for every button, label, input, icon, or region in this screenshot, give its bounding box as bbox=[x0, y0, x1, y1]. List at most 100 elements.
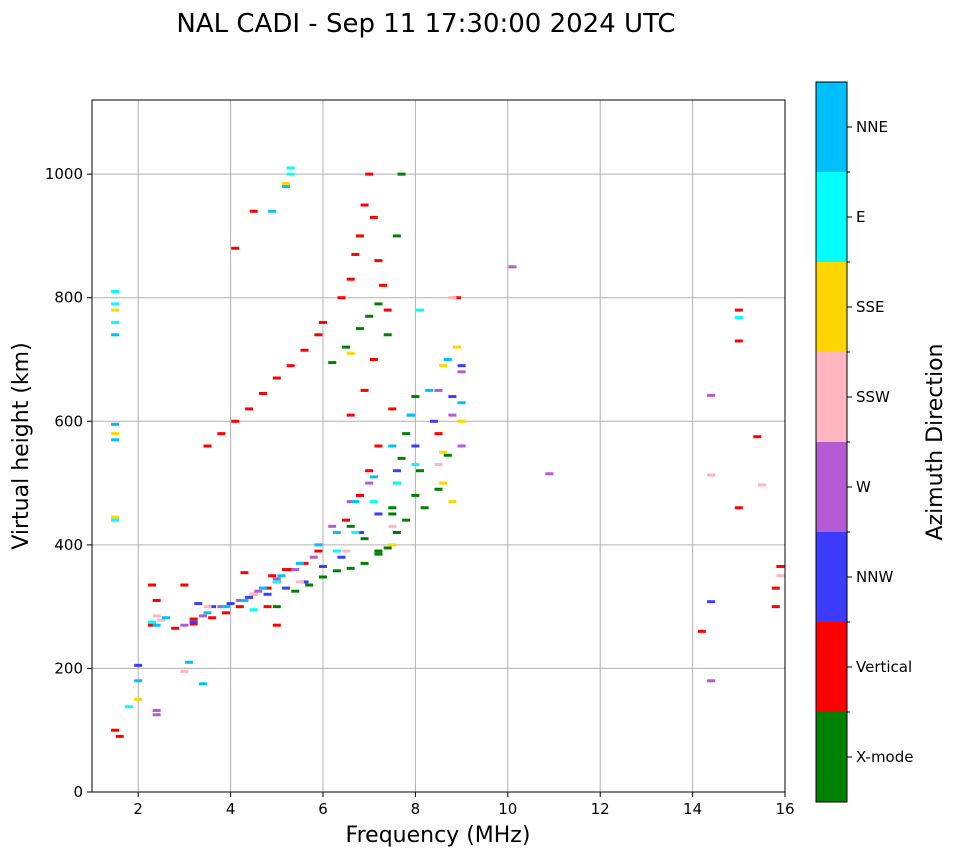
data-point bbox=[383, 546, 392, 550]
colorbar-segment bbox=[816, 442, 847, 532]
data-point bbox=[263, 586, 272, 590]
data-point bbox=[434, 463, 443, 467]
data-point bbox=[300, 561, 309, 565]
data-point bbox=[734, 506, 743, 510]
data-point bbox=[416, 308, 425, 312]
series-ssw bbox=[152, 296, 785, 674]
data-point bbox=[152, 598, 161, 602]
data-point bbox=[374, 259, 383, 263]
data-point bbox=[369, 215, 378, 219]
data-point bbox=[355, 493, 364, 497]
data-point bbox=[365, 469, 374, 473]
data-point bbox=[134, 697, 143, 701]
data-point bbox=[240, 571, 249, 575]
data-point bbox=[342, 345, 351, 349]
data-point bbox=[337, 555, 346, 559]
data-point bbox=[282, 568, 291, 572]
colorbar-tick-label: SSE bbox=[856, 298, 885, 316]
data-point bbox=[189, 620, 198, 624]
colorbar-tick-label: NNW bbox=[856, 568, 893, 586]
data-point bbox=[411, 395, 420, 399]
data-point bbox=[263, 592, 272, 596]
data-point bbox=[392, 531, 401, 534]
data-point bbox=[314, 333, 323, 337]
y-axis-ticks: 0 200 400 600 800 1000 bbox=[45, 165, 92, 801]
data-point bbox=[217, 432, 226, 436]
data-point bbox=[309, 555, 318, 559]
data-point bbox=[365, 481, 374, 485]
colorbar-segment bbox=[816, 172, 847, 262]
data-point bbox=[171, 626, 180, 630]
data-point bbox=[115, 734, 124, 738]
data-point bbox=[374, 444, 383, 448]
data-point bbox=[776, 564, 785, 568]
data-point bbox=[286, 364, 295, 368]
data-point bbox=[374, 512, 383, 516]
data-point bbox=[771, 586, 780, 590]
data-point bbox=[734, 315, 743, 319]
data-point bbox=[416, 469, 425, 473]
data-point bbox=[383, 308, 392, 312]
data-point bbox=[369, 358, 378, 361]
data-point bbox=[452, 345, 461, 349]
colorbar-segment bbox=[816, 262, 847, 352]
data-point bbox=[452, 296, 461, 300]
data-point bbox=[392, 234, 401, 238]
series-w bbox=[152, 265, 716, 717]
data-point bbox=[392, 481, 401, 485]
data-point bbox=[180, 670, 189, 674]
colorbar-segment bbox=[816, 352, 847, 442]
data-point bbox=[111, 728, 120, 732]
data-point bbox=[148, 620, 157, 624]
data-point bbox=[374, 302, 383, 306]
data-point bbox=[457, 364, 466, 368]
series-nne bbox=[111, 185, 466, 686]
colorbar: X-mode Vertical NNW W SSW SSE E NNE bbox=[815, 81, 913, 803]
y-axis-label: Virtual height (km) bbox=[9, 342, 34, 549]
data-point bbox=[429, 419, 438, 423]
data-point bbox=[203, 444, 212, 448]
data-point bbox=[268, 209, 277, 213]
data-point bbox=[249, 608, 258, 612]
data-point bbox=[203, 611, 212, 615]
colorbar-segment bbox=[816, 532, 847, 622]
data-point bbox=[332, 531, 341, 534]
data-point bbox=[198, 682, 207, 686]
x-tick-label: 2 bbox=[133, 800, 143, 818]
colorbar-tick-label: Vertical bbox=[856, 658, 912, 676]
data-point bbox=[379, 283, 388, 287]
x-tick-label: 12 bbox=[591, 800, 610, 818]
data-point bbox=[434, 487, 443, 491]
data-point bbox=[757, 483, 766, 487]
data-point bbox=[291, 589, 300, 593]
data-point bbox=[369, 475, 378, 479]
data-point bbox=[180, 583, 189, 587]
series-e bbox=[111, 166, 743, 709]
data-point bbox=[776, 574, 785, 578]
data-point bbox=[124, 705, 133, 709]
data-points bbox=[111, 166, 785, 738]
x-tick-label: 10 bbox=[498, 800, 517, 818]
data-point bbox=[365, 172, 374, 176]
data-point bbox=[245, 407, 254, 411]
y-tick-label: 200 bbox=[54, 659, 83, 677]
data-point bbox=[457, 444, 466, 448]
data-point bbox=[346, 351, 355, 355]
grid bbox=[92, 100, 786, 793]
data-point bbox=[111, 290, 120, 294]
data-point bbox=[388, 407, 397, 411]
data-point bbox=[111, 438, 120, 442]
data-point bbox=[152, 614, 161, 618]
data-point bbox=[111, 422, 120, 426]
data-point bbox=[249, 592, 258, 596]
data-point bbox=[402, 432, 411, 436]
data-point bbox=[203, 605, 212, 609]
plot-frame bbox=[91, 99, 786, 793]
data-point bbox=[134, 663, 143, 667]
data-point bbox=[148, 583, 157, 587]
y-tick-label: 800 bbox=[54, 289, 83, 307]
data-point bbox=[443, 358, 452, 361]
data-point bbox=[448, 296, 457, 300]
data-point bbox=[185, 660, 194, 664]
